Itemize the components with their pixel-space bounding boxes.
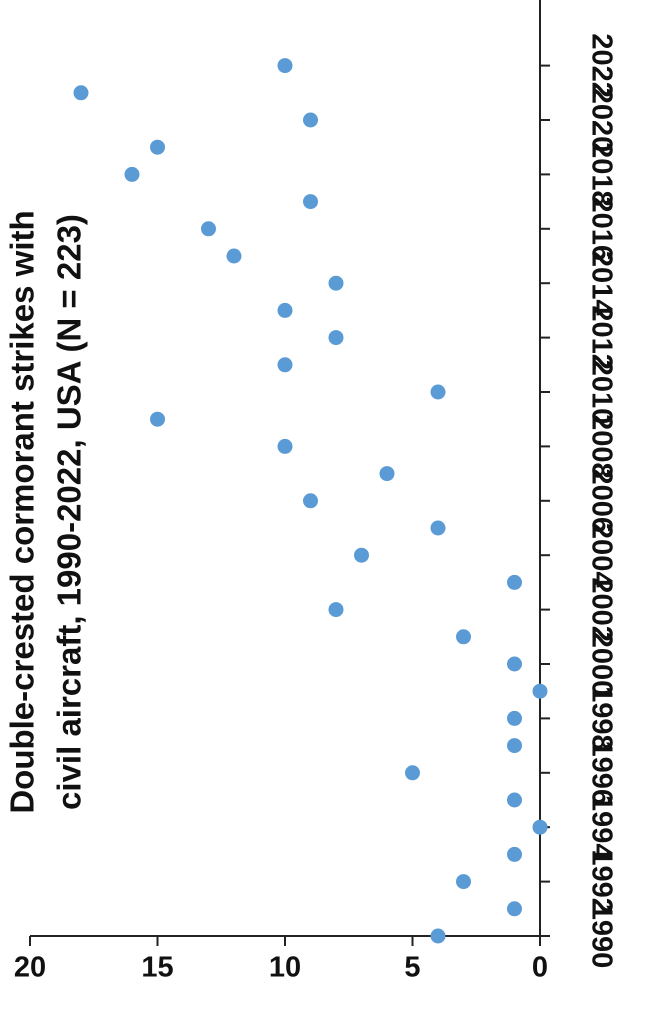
x-tick-label: 2012 bbox=[585, 305, 617, 370]
data-point bbox=[328, 275, 344, 291]
y-tick-label: 0 bbox=[532, 952, 548, 984]
data-point bbox=[277, 302, 293, 318]
data-point bbox=[456, 874, 471, 890]
x-tick-label: 2018 bbox=[585, 142, 617, 207]
y-tick-label: 20 bbox=[14, 952, 46, 984]
data-point bbox=[507, 656, 522, 672]
x-tick-label: 1998 bbox=[585, 686, 617, 751]
data-points bbox=[73, 58, 548, 944]
data-point bbox=[277, 357, 293, 373]
x-tick-label: 1994 bbox=[585, 795, 617, 860]
data-point bbox=[303, 194, 318, 210]
data-point bbox=[405, 765, 420, 781]
chart-rotated-group: Double-crested cormorant strikes with ci… bbox=[4, 0, 617, 984]
data-point bbox=[73, 85, 89, 101]
data-point bbox=[303, 112, 318, 128]
data-point bbox=[277, 438, 293, 454]
x-ticks: 1990199219941996199820002002200420062008… bbox=[540, 33, 617, 968]
x-tick-label: 2020 bbox=[585, 88, 617, 153]
y-tick-label: 5 bbox=[404, 952, 420, 984]
data-point bbox=[379, 466, 395, 482]
data-point bbox=[226, 248, 242, 264]
x-tick-label: 1990 bbox=[585, 904, 617, 969]
x-tick-label: 2014 bbox=[585, 251, 617, 316]
data-point bbox=[532, 683, 548, 699]
x-tick-label: 2000 bbox=[585, 632, 617, 697]
data-point bbox=[507, 738, 522, 754]
data-point bbox=[430, 928, 446, 944]
y-tick-label: 15 bbox=[141, 952, 173, 984]
data-point bbox=[430, 384, 446, 400]
x-tick-label: 2022 bbox=[585, 33, 617, 98]
x-tick-label: 2004 bbox=[585, 523, 617, 588]
data-point bbox=[303, 493, 318, 509]
data-point bbox=[507, 901, 522, 917]
chart-title-line-1: Double-crested cormorant strikes with bbox=[4, 210, 41, 813]
data-point bbox=[430, 520, 446, 536]
data-point bbox=[150, 139, 165, 155]
x-tick-label: 1992 bbox=[585, 849, 617, 914]
data-point bbox=[507, 710, 522, 726]
chart-title-line-2: civil aircraft, 1990-2022, USA (N = 223) bbox=[51, 214, 88, 810]
y-tick-label: 10 bbox=[269, 952, 301, 984]
data-point bbox=[507, 846, 522, 862]
data-point bbox=[328, 602, 344, 618]
axes bbox=[30, 0, 541, 937]
x-tick-label: 2002 bbox=[585, 577, 617, 642]
data-point bbox=[124, 166, 140, 182]
data-point bbox=[354, 547, 369, 563]
x-tick-label: 2010 bbox=[585, 360, 617, 425]
x-tick-label: 1996 bbox=[585, 741, 617, 806]
data-point bbox=[456, 629, 471, 645]
data-point bbox=[277, 58, 293, 74]
x-tick-label: 2008 bbox=[585, 414, 617, 479]
y-ticks: 0 5 10 15 20 bbox=[14, 936, 548, 984]
data-point bbox=[507, 574, 522, 590]
x-tick-label: 2006 bbox=[585, 469, 617, 534]
data-point bbox=[150, 411, 165, 427]
x-tick-label: 2016 bbox=[585, 197, 617, 262]
data-point bbox=[507, 792, 522, 808]
data-point bbox=[201, 221, 216, 237]
data-point bbox=[328, 330, 344, 346]
data-point bbox=[532, 819, 548, 835]
